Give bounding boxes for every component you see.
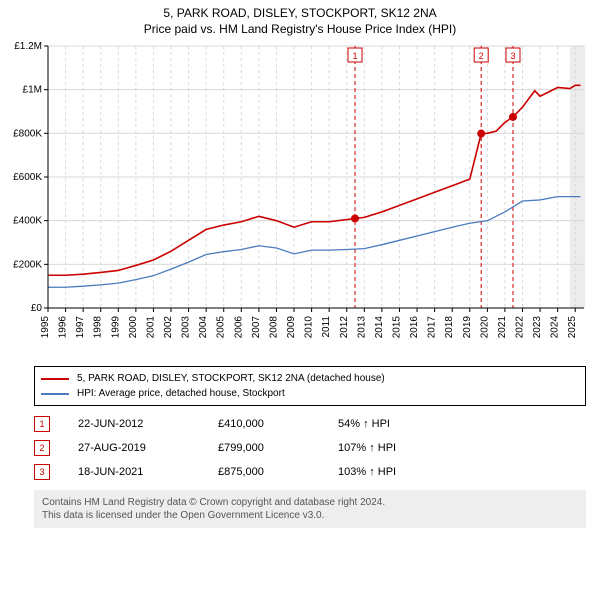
footer-line-1: Contains HM Land Registry data © Crown c… — [42, 496, 578, 509]
legend-swatch-hpi — [41, 393, 69, 395]
svg-text:£800K: £800K — [13, 128, 42, 139]
svg-text:£400K: £400K — [13, 216, 42, 227]
svg-text:2025: 2025 — [567, 316, 578, 339]
sale-marker-2: 2 — [34, 440, 50, 456]
svg-text:2009: 2009 — [286, 316, 297, 339]
footer-line-2: This data is licensed under the Open Gov… — [42, 509, 578, 522]
svg-text:2003: 2003 — [181, 316, 192, 339]
sale-price-2: £799,000 — [218, 442, 338, 454]
svg-text:£600K: £600K — [13, 172, 42, 183]
svg-text:2001: 2001 — [145, 316, 156, 339]
svg-text:2005: 2005 — [216, 316, 227, 339]
svg-text:2008: 2008 — [268, 316, 279, 339]
legend-label-property: 5, PARK ROAD, DISLEY, STOCKPORT, SK12 2N… — [77, 371, 385, 386]
legend-item-property: 5, PARK ROAD, DISLEY, STOCKPORT, SK12 2N… — [41, 371, 579, 386]
svg-text:£1.2M: £1.2M — [14, 41, 42, 52]
sales-table: 1 22-JUN-2012 £410,000 54% ↑ HPI 2 27-AU… — [34, 412, 586, 484]
svg-text:1997: 1997 — [75, 316, 86, 339]
footer-note: Contains HM Land Registry data © Crown c… — [34, 490, 586, 528]
line-chart-svg: £0 £200K £400K £600K £800K £1M £1.2M 1995 1996 19… — [4, 40, 594, 360]
sale-date-2: 27-AUG-2019 — [78, 442, 218, 454]
plot-area: £0 £200K £400K £600K £800K £1M £1.2M 1995 1996 19… — [4, 40, 590, 360]
sale-price-1: £410,000 — [218, 418, 338, 430]
sale-pct-3: 103% ↑ HPI — [338, 466, 458, 478]
sale-marker-1: 1 — [34, 416, 50, 432]
legend-swatch-property — [41, 378, 69, 380]
chart-container: 5, PARK ROAD, DISLEY, STOCKPORT, SK12 2N… — [0, 0, 600, 528]
sale-row-2: 2 27-AUG-2019 £799,000 107% ↑ HPI — [34, 436, 586, 460]
sale-marker-3: 3 — [34, 464, 50, 480]
svg-text:£1M: £1M — [23, 85, 42, 96]
legend-label-hpi: HPI: Average price, detached house, Stoc… — [77, 386, 285, 401]
svg-text:2012: 2012 — [339, 316, 350, 339]
legend-item-hpi: HPI: Average price, detached house, Stoc… — [41, 386, 579, 401]
sale-date-3: 18-JUN-2021 — [78, 466, 218, 478]
svg-text:£200K: £200K — [13, 259, 42, 270]
svg-text:1999: 1999 — [110, 316, 121, 339]
svg-text:2000: 2000 — [128, 316, 139, 339]
chart-subtitle: Price paid vs. HM Land Registry's House … — [0, 22, 600, 36]
svg-text:2016: 2016 — [409, 316, 420, 339]
svg-text:2014: 2014 — [374, 316, 385, 339]
svg-text:2017: 2017 — [427, 316, 438, 339]
sale-date-1: 22-JUN-2012 — [78, 418, 218, 430]
svg-text:2015: 2015 — [391, 316, 402, 339]
sale-row-3: 3 18-JUN-2021 £875,000 103% ↑ HPI — [34, 460, 586, 484]
svg-text:2002: 2002 — [163, 316, 174, 339]
sale-price-3: £875,000 — [218, 466, 338, 478]
svg-text:2011: 2011 — [321, 316, 332, 338]
svg-text:1995: 1995 — [40, 316, 51, 339]
svg-text:£0: £0 — [31, 303, 43, 314]
svg-text:2022: 2022 — [514, 316, 525, 339]
sale-pct-1: 54% ↑ HPI — [338, 418, 458, 430]
svg-text:2010: 2010 — [304, 316, 315, 339]
svg-text:2013: 2013 — [356, 316, 367, 339]
svg-text:2023: 2023 — [532, 316, 543, 339]
sale-row-1: 1 22-JUN-2012 £410,000 54% ↑ HPI — [34, 412, 586, 436]
legend: 5, PARK ROAD, DISLEY, STOCKPORT, SK12 2N… — [34, 366, 586, 406]
title-area: 5, PARK ROAD, DISLEY, STOCKPORT, SK12 2N… — [0, 0, 600, 40]
svg-text:1998: 1998 — [93, 316, 104, 339]
svg-text:2021: 2021 — [497, 316, 508, 339]
sale-pct-2: 107% ↑ HPI — [338, 442, 458, 454]
svg-text:1: 1 — [353, 51, 358, 61]
svg-text:2006: 2006 — [233, 316, 244, 339]
svg-text:3: 3 — [510, 51, 515, 61]
svg-text:2: 2 — [479, 51, 484, 61]
svg-text:2024: 2024 — [550, 316, 561, 339]
svg-text:1996: 1996 — [58, 316, 69, 339]
chart-title: 5, PARK ROAD, DISLEY, STOCKPORT, SK12 2N… — [0, 6, 600, 20]
svg-text:2020: 2020 — [479, 316, 490, 339]
svg-text:2004: 2004 — [198, 316, 209, 339]
svg-text:2007: 2007 — [251, 316, 262, 339]
svg-text:2018: 2018 — [444, 316, 455, 339]
svg-text:2019: 2019 — [462, 316, 473, 339]
